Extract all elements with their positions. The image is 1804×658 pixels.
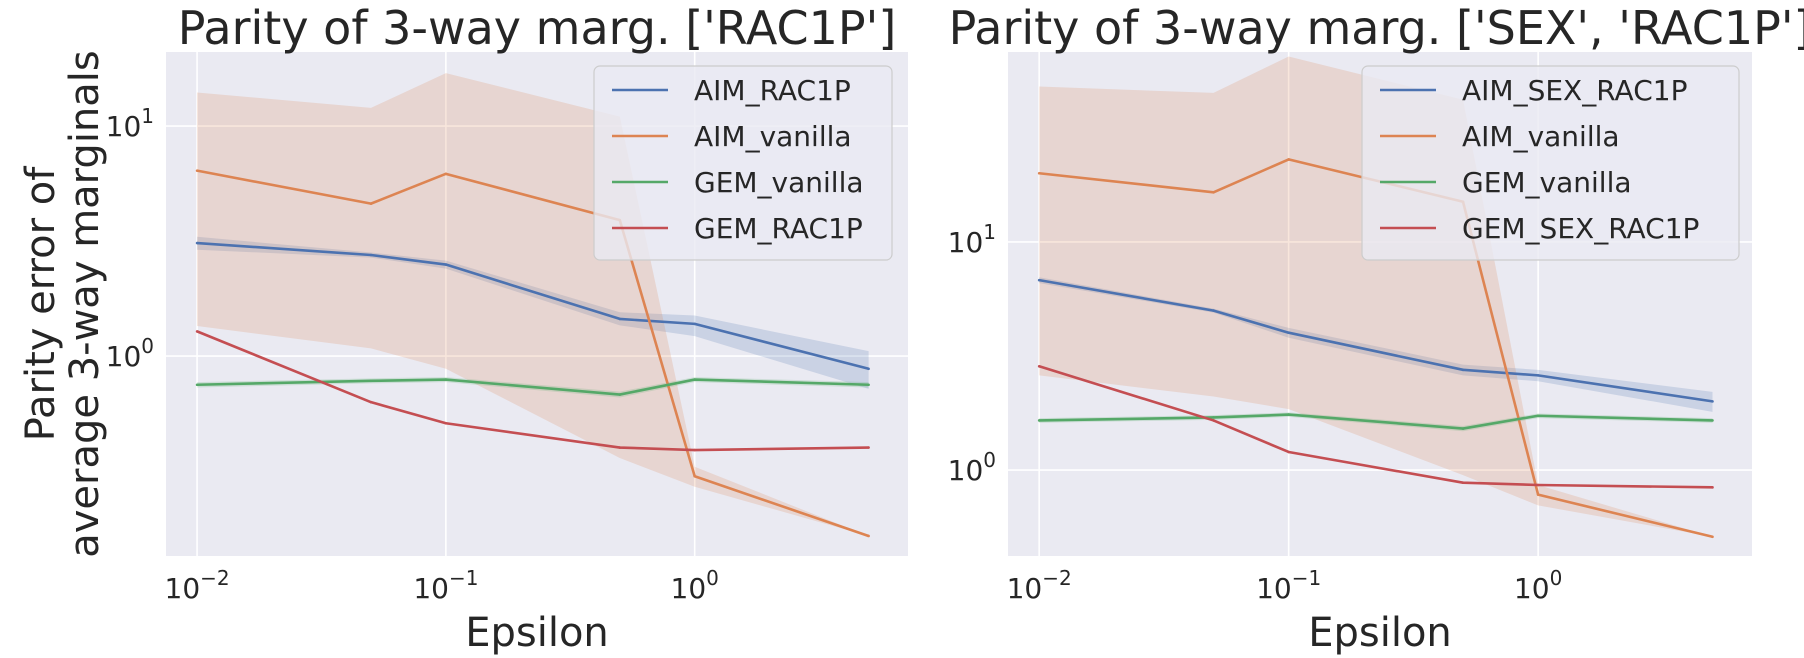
point-gem-sex-rac1p [1287,450,1290,454]
point-aim-vanilla [867,534,870,538]
point-gem-rac1p [444,421,448,425]
band-aim-vanilla [197,73,869,536]
x-tick-label: 10−2 [1007,566,1072,605]
point-gem-sex-rac1p [1461,481,1465,485]
point-aim-vanilla [1212,191,1215,194]
y-tick-label: 100 [106,334,154,373]
legend-label-aim-sex-rac1p: AIM_SEX_RAC1P [1462,74,1687,107]
point-aim-sex-rac1p [1461,368,1465,372]
x-tick-label: 10−2 [165,566,230,605]
point-gem-vanilla [195,383,199,387]
point-gem-vanilla [1711,419,1714,422]
point-gem-vanilla [369,379,373,383]
point-aim-vanilla [195,169,199,172]
legend-box [593,65,893,261]
point-aim-sex-rac1p [1287,331,1290,335]
point-gem-vanilla [1536,414,1540,418]
point-aim-rac1p [693,322,696,326]
chart-1: 10−2 10−1 100 100 101 Parity of 3-way marg. [… [18,1,908,656]
point-gem-vanilla [618,393,622,396]
point-gem-vanilla [867,383,870,387]
point-gem-sex-rac1p [1037,364,1041,368]
point-gem-vanilla [1212,416,1215,419]
point-aim-vanilla [1536,493,1540,496]
line-gem-sex-rac1p [1038,365,1713,489]
chart-2: 10−2 10−1 100 100 101 Parity of 3-way marg. [… [948,1,1804,656]
y-tick-label: 101 [106,104,154,143]
legend-label-gem-vanilla: GEM_vanilla [694,166,864,199]
point-gem-vanilla [693,378,696,381]
line-aim-vanilla [196,169,870,538]
legend-label-gem-rac1p: GEM_RAC1P [694,212,863,245]
x-axis-label: Epsilon [465,610,609,656]
y-tick-label: 101 [948,220,996,259]
x-tick-label: 10−1 [413,566,478,605]
y-axis-label: Parity error ofaverage 3-way marginals [18,50,108,558]
line-gem-vanilla [197,378,869,396]
legend: AIM_SEX_RAC1P AIM_vanilla GEM_vanilla GEM_S… [1361,65,1740,261]
point-gem-rac1p [867,446,870,449]
point-aim-vanilla [1711,535,1714,539]
legend-label-aim-rac1p: AIM_RAC1P [694,74,851,107]
legend: AIM_RAC1P AIM_vanilla GEM_vanilla GEM_RAC1P [593,65,893,261]
point-aim-vanilla [444,172,448,176]
x-tick-label: 100 [671,566,719,605]
legend-box [1361,65,1740,261]
point-aim-vanilla [1287,158,1290,161]
point-gem-rac1p [618,446,622,449]
point-gem-rac1p [369,400,373,404]
line-gem-vanilla [1039,413,1713,430]
legend-label-aim-vanilla: AIM_vanilla [694,120,852,153]
x-axis-label: Epsilon [1308,610,1452,656]
line-aim-rac1p [196,241,869,371]
legend-label-gem-vanilla: GEM_vanilla [1462,166,1632,199]
legend-label-aim-vanilla: AIM_vanilla [1462,120,1620,153]
point-gem-rac1p [195,330,199,333]
point-gem-vanilla [1037,419,1041,422]
point-gem-vanilla [1461,427,1465,430]
point-gem-sex-rac1p [1536,483,1540,487]
point-gem-sex-rac1p [1212,419,1215,422]
point-aim-vanilla [369,202,373,205]
chart-title: Parity of 3-way marg. ['RAC1P'] [178,1,897,55]
point-aim-rac1p [444,263,448,266]
point-aim-sex-rac1p [1212,309,1215,312]
band-aim-rac1p [197,236,869,389]
point-aim-vanilla [1037,171,1041,175]
band-aim-vanilla [1039,56,1713,537]
band-aim-sex-rac1p [1039,277,1713,412]
point-aim-rac1p [195,241,199,245]
point-gem-sex-rac1p [1711,486,1714,489]
point-gem-vanilla [444,378,448,381]
point-aim-sex-rac1p [1037,278,1041,282]
chart-title: Parity of 3-way marg. ['SEX', 'RAC1P'] [949,1,1804,55]
point-aim-rac1p [369,253,373,257]
point-aim-sex-rac1p [1711,400,1714,403]
line-gem-rac1p [196,330,869,452]
point-aim-rac1p [867,367,870,371]
x-tick-label: 10−1 [1256,566,1321,605]
point-aim-vanilla [693,474,696,478]
legend-label-gem-sex-rac1p: GEM_SEX_RAC1P [1462,212,1699,245]
point-aim-sex-rac1p [1536,374,1540,377]
line-aim-sex-rac1p [1038,278,1713,403]
y-tick-label: 100 [948,448,996,487]
x-tick-label: 100 [1514,566,1562,605]
point-aim-rac1p [618,317,622,321]
point-gem-vanilla [1287,413,1290,416]
point-gem-rac1p [693,448,696,452]
